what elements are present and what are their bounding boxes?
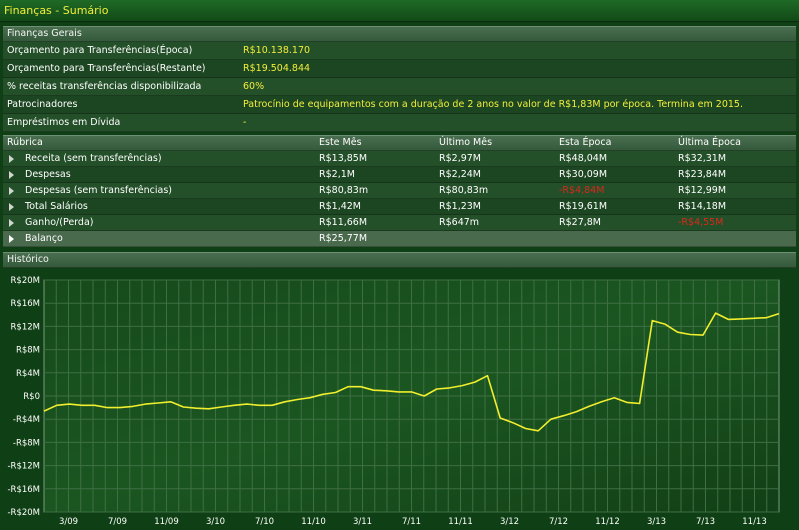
column-header-last-month[interactable]: Último Mês (439, 137, 493, 148)
row-name: Despesas (sem transferências) (25, 185, 173, 196)
expand-arrow-icon[interactable] (9, 187, 14, 195)
x-tick-label: 11/09 (154, 517, 179, 527)
cell-last-month: R$647m (439, 217, 480, 228)
row-name: Ganho/(Perda) (25, 217, 94, 228)
y-tick-label: -R$8M (13, 438, 40, 448)
row-name: Balanço (25, 233, 63, 244)
y-tick-label: R$8M (16, 346, 40, 356)
history-series-line (43, 312, 780, 432)
x-tick-label: 7/09 (108, 517, 127, 527)
table-row[interactable]: Despesas R$2,1M R$2,24M R$30,09M R$23,84… (3, 167, 796, 183)
y-tick-label: R$12M (11, 322, 40, 332)
cell-last-month: R$2,24M (439, 169, 481, 180)
y-tick-label: R$20M (11, 276, 40, 286)
x-tick-label: 7/11 (402, 517, 421, 527)
y-tick-label: -R$12M (7, 462, 40, 472)
table-header: Rúbrica Este Mês Último Mês Esta Época Ú… (3, 135, 796, 151)
x-tick-label: 3/12 (500, 517, 519, 527)
cell-last-season: R$12,99M (678, 185, 727, 196)
table-row[interactable]: Total Salários R$1,42M R$1,23M R$19,61M … (3, 199, 796, 215)
column-header-this-month[interactable]: Este Mês (319, 137, 362, 148)
cell-this-month: R$80,83m (319, 185, 369, 196)
cell-this-month: R$2,1M (319, 169, 355, 180)
general-row-loans: Empréstimos em Dívida - (3, 114, 796, 132)
general-row-transfer-budget-remaining: Orçamento para Transferências(Restante) … (3, 60, 796, 78)
cell-this-season: R$30,09M (559, 169, 608, 180)
x-tick-label: 3/11 (353, 517, 372, 527)
cell-this-season: R$19,61M (559, 201, 608, 212)
cell-last-month: R$1,23M (439, 201, 481, 212)
row-name: Despesas (25, 169, 71, 180)
expand-arrow-icon[interactable] (9, 171, 14, 179)
history-header: Histórico (3, 252, 796, 268)
expand-arrow-icon[interactable] (9, 235, 14, 243)
y-tick-label: -R$20M (7, 508, 40, 518)
row-value: 60% (243, 81, 265, 92)
cell-last-season: -R$4,55M (678, 217, 724, 228)
cell-last-month: R$80,83m (439, 185, 489, 196)
x-tick-label: 11/12 (595, 517, 620, 527)
cell-last-month: R$2,97M (439, 153, 481, 164)
column-header-this-season[interactable]: Esta Época (559, 137, 612, 148)
row-value: Patrocínio de equipamentos com a duração… (243, 99, 743, 110)
table-row[interactable]: Despesas (sem transferências) R$80,83m R… (3, 183, 796, 199)
cell-this-month: R$25,77M (319, 233, 368, 244)
row-label: % receitas transferências disponibilizad… (7, 81, 202, 92)
x-tick-label: 3/09 (59, 517, 78, 527)
x-tick-label: 3/13 (647, 517, 666, 527)
expand-arrow-icon[interactable] (9, 203, 14, 211)
expand-arrow-icon[interactable] (9, 219, 14, 227)
expand-arrow-icon[interactable] (9, 155, 14, 163)
history-chart-area: R$20M R$16M R$12M R$8M R$4M R$0 -R$4M -R$8M -R$1… (3, 268, 796, 527)
row-name: Receita (sem transferências) (25, 153, 162, 164)
cell-last-season: R$23,84M (678, 169, 727, 180)
row-value: R$10.138.170 (243, 45, 311, 56)
row-name: Total Salários (25, 201, 88, 212)
table-row-selected[interactable]: Balanço R$25,77M (3, 231, 796, 247)
row-value: - (243, 117, 247, 128)
y-tick-label: -R$16M (7, 485, 40, 495)
x-tick-label: 7/12 (549, 517, 568, 527)
history-chart: R$20M R$16M R$12M R$8M R$4M R$0 -R$4M -R$8M -R$1… (7, 276, 780, 527)
column-header-rubric[interactable]: Rúbrica (7, 137, 43, 148)
cell-last-season: R$14,18M (678, 201, 727, 212)
general-row-sponsors: Patrocinadores Patrocínio de equipamento… (3, 96, 796, 114)
general-finances-header: Finanças Gerais (3, 26, 796, 42)
x-tick-label: 7/13 (696, 517, 715, 527)
row-value: R$19.504.844 (243, 63, 311, 74)
y-tick-label: -R$4M (13, 415, 40, 425)
x-tick-label: 11/13 (742, 517, 767, 527)
table-row[interactable]: Receita (sem transferências) R$13,85M R$… (3, 151, 796, 167)
row-label: Patrocinadores (7, 99, 78, 110)
column-header-last-season[interactable]: Última Época (678, 137, 741, 148)
cell-this-season: -R$4,84M (559, 185, 605, 196)
y-tick-label: R$16M (11, 299, 40, 309)
x-tick-label: 11/11 (448, 517, 473, 527)
row-label: Orçamento para Transferências(Época) (7, 45, 193, 56)
cell-this-month: R$11,66M (319, 217, 368, 228)
cell-last-season: R$32,31M (678, 153, 727, 164)
window-title: Finanças - Sumário (0, 0, 799, 22)
general-row-transfer-revenue-pct: % receitas transferências disponibilizad… (3, 78, 796, 96)
row-label: Orçamento para Transferências(Restante) (7, 63, 206, 74)
cell-this-month: R$13,85M (319, 153, 368, 164)
general-row-transfer-budget-season: Orçamento para Transferências(Época) R$1… (3, 42, 796, 60)
cell-this-season: R$48,04M (559, 153, 608, 164)
row-label: Empréstimos em Dívida (7, 117, 121, 128)
cell-this-month: R$1,42M (319, 201, 361, 212)
x-tick-label: 7/10 (255, 517, 274, 527)
table-row[interactable]: Ganho/(Perda) R$11,66M R$647m R$27,8M -R… (3, 215, 796, 231)
y-tick-label: R$4M (16, 369, 40, 379)
cell-this-season: R$27,8M (559, 217, 601, 228)
x-tick-label: 11/10 (301, 517, 326, 527)
y-tick-label: R$0 (23, 392, 40, 402)
x-tick-label: 3/10 (206, 517, 225, 527)
